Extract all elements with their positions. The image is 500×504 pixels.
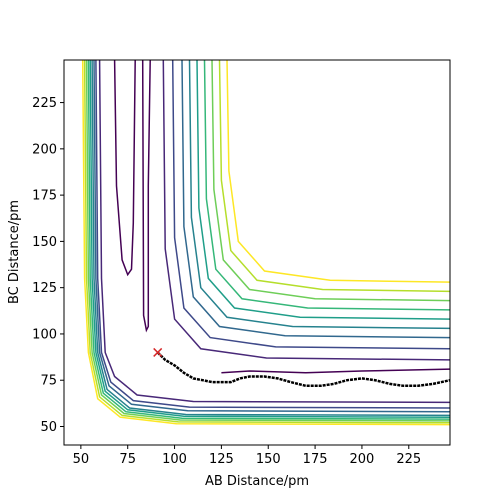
contour-line — [83, 60, 450, 424]
contour-line — [85, 60, 450, 422]
x-tick-label: 150 — [256, 452, 281, 467]
y-tick-label: 100 — [32, 327, 57, 342]
y-tick-label: 125 — [32, 281, 57, 296]
y-tick-label: 50 — [40, 420, 57, 435]
y-tick-label: 200 — [32, 142, 57, 157]
x-tick-label: 225 — [396, 452, 421, 467]
contour-line — [81, 60, 450, 426]
y-axis-label: BC Distance/pm — [7, 200, 22, 304]
y-tick-label: 75 — [40, 374, 57, 389]
y-tick-label: 175 — [32, 189, 57, 204]
contour-line — [95, 60, 450, 409]
contour-line — [93, 60, 450, 413]
x-tick-label: 175 — [303, 452, 328, 467]
plot-area — [81, 60, 450, 426]
contour-line — [87, 60, 450, 420]
plot-frame — [63, 59, 451, 446]
y-tick-label: 150 — [32, 235, 57, 250]
x-axis-label: AB Distance/pm — [205, 474, 309, 489]
trajectory — [156, 351, 450, 388]
x-tick-label: 50 — [73, 452, 90, 467]
start-marker — [153, 347, 163, 357]
contour-line — [89, 60, 450, 418]
x-tick-label: 75 — [119, 452, 136, 467]
x-tick-label: 200 — [350, 452, 375, 467]
x-tick-label: 100 — [162, 452, 187, 467]
contour-line — [91, 60, 450, 417]
contour-line — [98, 60, 450, 404]
contour-line — [113, 60, 450, 374]
y-tick-label: 225 — [32, 96, 57, 111]
x-tick-label: 125 — [209, 452, 234, 467]
